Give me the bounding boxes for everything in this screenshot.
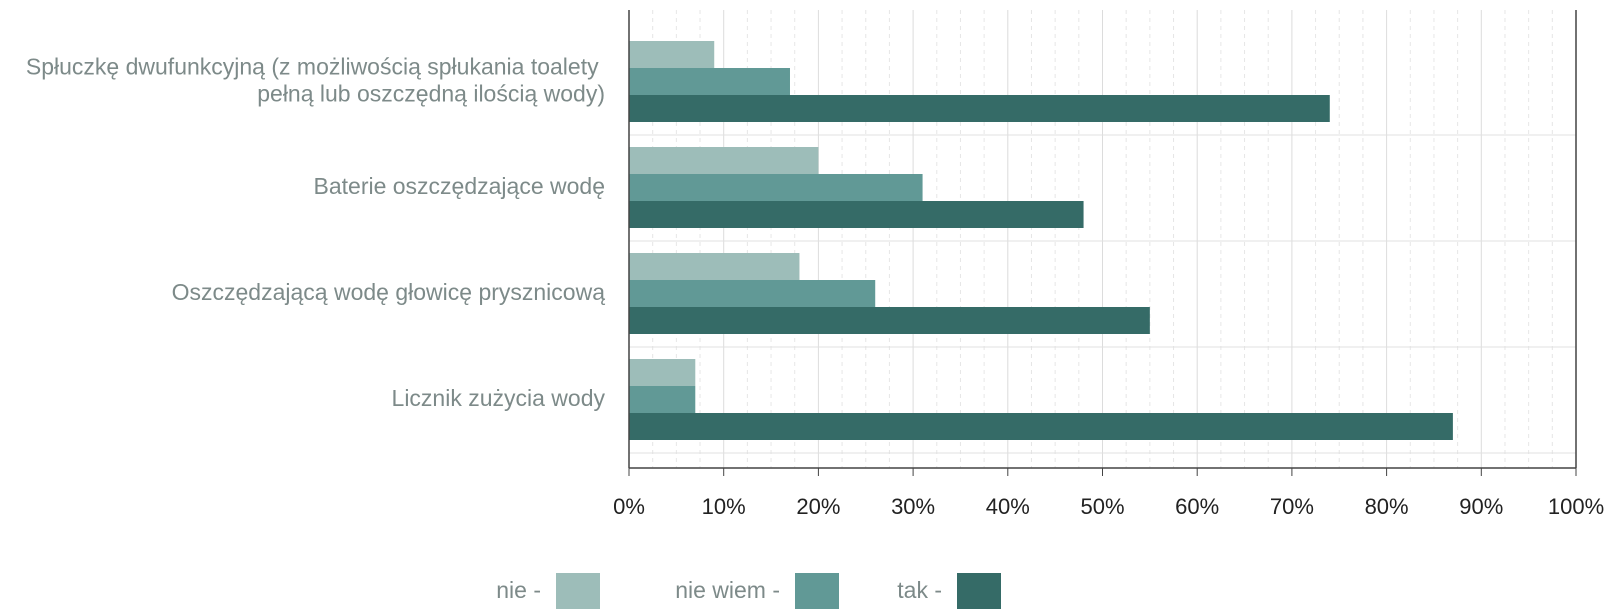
- bar: [629, 41, 715, 68]
- legend-label: nie wiem -: [675, 577, 780, 603]
- bar: [629, 386, 696, 413]
- x-tick-label: 0%: [613, 494, 645, 519]
- x-tick-label: 30%: [891, 494, 935, 519]
- bar: [629, 280, 876, 307]
- legend-swatch: [556, 573, 600, 609]
- category-label: Baterie oszczędzające wodę: [314, 173, 606, 199]
- x-tick-label: 60%: [1175, 494, 1219, 519]
- x-tick-label: 20%: [796, 494, 840, 519]
- legend-label: tak -: [897, 577, 942, 603]
- x-tick-label: 40%: [986, 494, 1030, 519]
- x-tick-label: 70%: [1270, 494, 1314, 519]
- legend-label: nie -: [496, 577, 541, 603]
- x-tick-label: 80%: [1365, 494, 1409, 519]
- category-label: Oszczędzającą wodę głowicę prysznicową: [172, 279, 606, 305]
- bar: [629, 359, 696, 386]
- category-label: Spłuczkę dwufunkcyjną (z możliwością spł…: [26, 54, 605, 107]
- bar: [629, 95, 1330, 122]
- x-tick-label: 10%: [702, 494, 746, 519]
- category-label: Licznik zużycia wody: [392, 385, 606, 411]
- bar: [629, 147, 819, 174]
- x-tick-label: 50%: [1080, 494, 1124, 519]
- bar: [629, 413, 1453, 440]
- legend-swatch: [795, 573, 839, 609]
- bar: [629, 253, 800, 280]
- x-tick-label: 100%: [1548, 494, 1604, 519]
- bar: [629, 307, 1150, 334]
- legend-swatch: [957, 573, 1001, 609]
- bar: [629, 201, 1084, 228]
- x-tick-label: 90%: [1459, 494, 1503, 519]
- bar: [629, 174, 923, 201]
- bar: [629, 68, 790, 95]
